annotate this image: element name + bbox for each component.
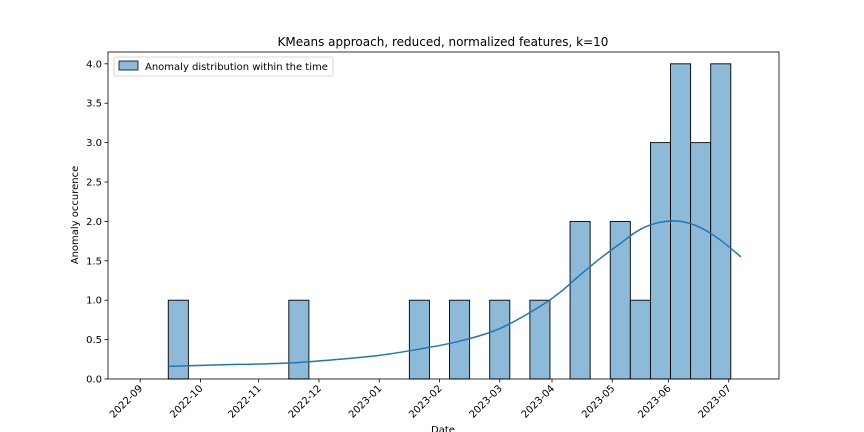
x-axis-label: Date bbox=[431, 425, 455, 432]
x-axis: 2022-09 2022-10 2022-11 2022-12 2023-01 2023-… bbox=[108, 379, 734, 421]
y-tick-label: 2.0 bbox=[86, 217, 102, 228]
histogram-bar bbox=[529, 299, 551, 380]
x-tick-label: 2022-09 bbox=[108, 383, 145, 420]
y-tick-label: 1.5 bbox=[86, 256, 102, 267]
x-tick-label: 2023-05 bbox=[580, 383, 617, 420]
y-tick-label: 3.5 bbox=[86, 99, 102, 110]
legend-label: Anomaly distribution within the time bbox=[145, 62, 328, 73]
histogram-bar bbox=[710, 63, 732, 380]
x-tick-label: 2023-06 bbox=[636, 383, 673, 420]
x-tick-label: 2022-10 bbox=[168, 383, 205, 420]
histogram-bar bbox=[489, 299, 511, 380]
histogram-bar bbox=[629, 299, 651, 380]
x-tick-label: 2022-12 bbox=[287, 383, 324, 420]
y-tick-label: 3.0 bbox=[86, 138, 102, 149]
x-tick-label: 2023-04 bbox=[520, 383, 557, 420]
x-tick-label: 2023-01 bbox=[347, 383, 384, 420]
x-tick-label: 2022-11 bbox=[226, 383, 263, 420]
chart-title: KMeans approach, reduced, normalized fea… bbox=[278, 35, 609, 49]
y-axis: 0.0 0.5 1.0 1.5 2.0 2.5 3.0 3.5 4.0 bbox=[86, 59, 108, 386]
legend-box bbox=[113, 56, 334, 77]
y-tick-label: 4.0 bbox=[86, 59, 102, 70]
y-tick-label: 0.0 bbox=[86, 375, 102, 386]
histogram-bar bbox=[167, 299, 189, 380]
histogram-bar bbox=[690, 142, 712, 380]
axes-frame bbox=[107, 51, 780, 380]
legend: Anomaly distribution within the time bbox=[113, 56, 334, 77]
y-tick-label: 0.5 bbox=[86, 335, 102, 346]
histogram-bar bbox=[649, 142, 671, 380]
x-tick-label: 2023-02 bbox=[407, 383, 444, 420]
kde-line bbox=[168, 220, 742, 368]
x-tick-label: 2023-07 bbox=[697, 383, 734, 420]
legend-swatch bbox=[118, 60, 139, 71]
y-tick-label: 1.0 bbox=[86, 296, 102, 307]
y-tick-label: 2.5 bbox=[86, 178, 102, 189]
plot-area bbox=[167, 63, 742, 380]
histogram-bar bbox=[609, 220, 631, 380]
histogram-bar bbox=[569, 220, 591, 380]
histogram-bar bbox=[288, 299, 310, 380]
x-tick-label: 2023-03 bbox=[468, 383, 505, 420]
histogram-bar bbox=[408, 299, 430, 380]
y-axis-label: Anomaly occurence bbox=[70, 166, 81, 265]
